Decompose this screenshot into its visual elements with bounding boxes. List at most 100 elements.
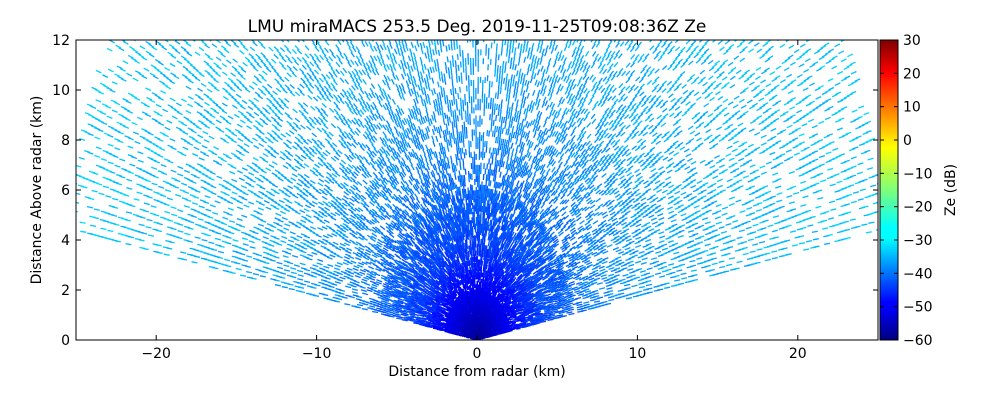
ze-point xyxy=(571,286,578,290)
ze-point xyxy=(650,257,658,261)
ze-point xyxy=(607,292,614,296)
ze-point xyxy=(850,156,857,160)
ze-point xyxy=(562,289,569,293)
ze-point xyxy=(784,239,791,242)
ze-point xyxy=(710,257,717,261)
ze-point xyxy=(599,268,606,272)
ze-point xyxy=(827,217,835,220)
ze-point xyxy=(715,209,722,214)
ze-point xyxy=(604,302,612,306)
ze-point xyxy=(535,304,542,308)
ze-point xyxy=(593,295,600,298)
ze-point xyxy=(697,241,704,245)
ze-point xyxy=(608,266,615,271)
ze-point xyxy=(679,263,686,267)
ze-point xyxy=(777,161,784,166)
ze-point xyxy=(846,193,853,197)
ze-point xyxy=(718,226,725,230)
ze-point xyxy=(664,286,671,289)
ze-point xyxy=(719,265,726,269)
ze-point xyxy=(823,210,830,214)
ze-point xyxy=(646,287,653,290)
ze-point xyxy=(748,199,755,203)
ze-point xyxy=(820,179,827,183)
ze-point xyxy=(764,258,772,262)
ze-point xyxy=(786,194,793,198)
ze-point xyxy=(591,266,598,271)
ze-point xyxy=(652,260,659,264)
ze-point xyxy=(778,205,785,209)
ze-point xyxy=(659,235,666,239)
ze-point xyxy=(823,242,831,245)
ze-point xyxy=(728,196,736,200)
ze-point xyxy=(534,307,541,312)
ze-point xyxy=(522,321,528,324)
ze-point xyxy=(875,173,878,176)
ze-point xyxy=(693,205,700,209)
ze-point xyxy=(601,276,608,280)
ze-point xyxy=(563,283,570,288)
ze-point xyxy=(771,256,778,260)
ze-point xyxy=(771,250,778,253)
ze-point xyxy=(771,229,778,233)
ze-point xyxy=(748,185,755,189)
ze-point xyxy=(549,294,556,298)
ze-point xyxy=(613,274,620,278)
ze-point xyxy=(772,215,780,219)
ze-point xyxy=(644,234,651,239)
ze-point xyxy=(873,211,878,214)
ze-point xyxy=(829,183,836,187)
ze-point xyxy=(583,288,590,292)
ze-point xyxy=(863,112,870,116)
ze-point xyxy=(725,234,732,238)
ze-point xyxy=(540,301,547,305)
ze-point xyxy=(694,247,701,251)
ze-point xyxy=(852,146,859,150)
ze-point xyxy=(865,120,872,124)
ze-point xyxy=(647,232,654,237)
ze-point xyxy=(560,314,567,318)
ze-point xyxy=(568,280,575,285)
ze-point xyxy=(817,172,824,176)
ze-point xyxy=(709,252,717,255)
ze-point xyxy=(655,250,662,254)
ze-point xyxy=(811,150,819,154)
ze-point xyxy=(805,240,813,243)
ze-point xyxy=(676,269,683,272)
ze-point xyxy=(624,287,631,290)
ze-point xyxy=(539,303,546,307)
ze-point xyxy=(752,243,759,246)
ze-point xyxy=(549,314,556,318)
ze-point xyxy=(601,270,608,274)
ze-point xyxy=(776,192,783,196)
ze-point xyxy=(644,272,651,276)
ze-point xyxy=(658,231,665,235)
ze-point xyxy=(813,182,820,186)
ze-point xyxy=(836,127,843,131)
ze-point xyxy=(588,271,595,275)
ze-point xyxy=(726,263,733,267)
ze-point xyxy=(650,230,657,235)
ze-point xyxy=(660,261,667,265)
ze-point xyxy=(501,328,505,331)
ze-point xyxy=(681,277,688,280)
ze-point xyxy=(539,320,547,324)
ze-point xyxy=(557,306,564,309)
ze-point xyxy=(536,301,543,306)
ze-point xyxy=(733,267,740,270)
ze-point xyxy=(818,163,825,167)
ze-point xyxy=(736,236,743,240)
ze-point xyxy=(659,275,666,278)
ze-point xyxy=(859,188,866,192)
ze-point xyxy=(664,227,672,231)
ze-point xyxy=(554,291,561,295)
ze-point xyxy=(696,257,703,260)
ze-point xyxy=(608,298,615,302)
ze-point xyxy=(788,170,795,175)
ze-point xyxy=(813,245,820,248)
ze-point xyxy=(850,174,857,178)
ze-point xyxy=(601,260,608,265)
ze-point xyxy=(679,224,686,228)
ze-point xyxy=(584,290,592,294)
